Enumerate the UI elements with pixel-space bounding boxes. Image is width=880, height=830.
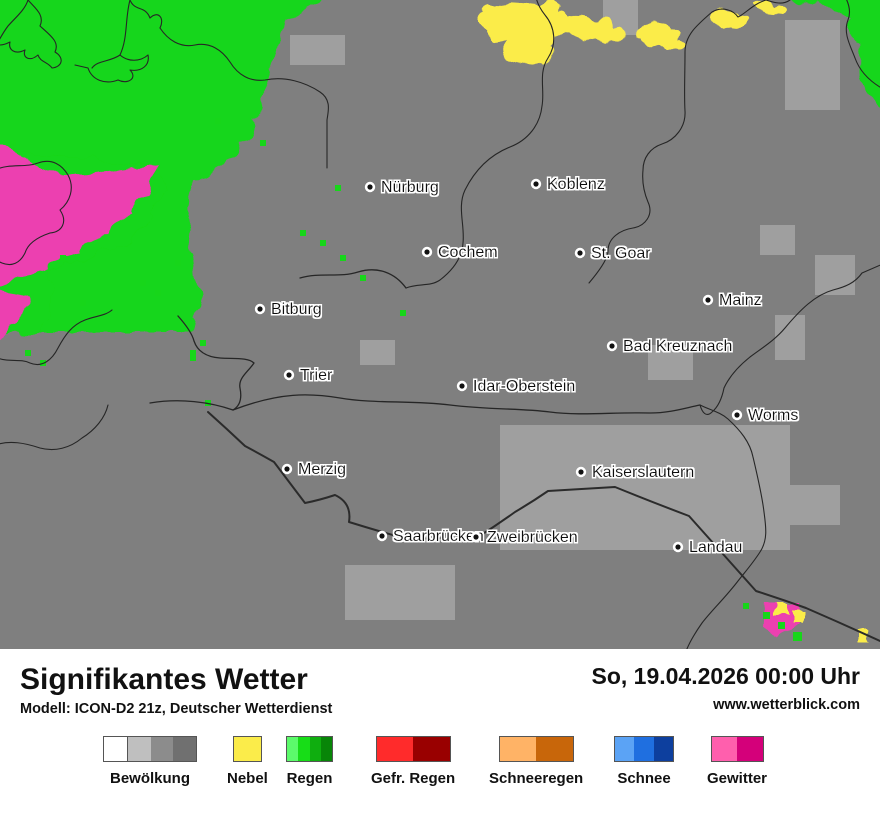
svg-text:Kaiserslautern: Kaiserslautern <box>592 464 694 481</box>
svg-text:Saarbrücken: Saarbrücken <box>393 528 484 545</box>
svg-text:Zweibrücken: Zweibrücken <box>487 529 578 546</box>
svg-text:Worms: Worms <box>748 407 798 424</box>
svg-text:Cochem: Cochem <box>438 244 498 261</box>
svg-text:Bad Kreuznach: Bad Kreuznach <box>623 338 732 355</box>
svg-text:Koblenz: Koblenz <box>547 176 605 193</box>
svg-text:Nürburg: Nürburg <box>381 179 439 196</box>
svg-text:Mainz: Mainz <box>719 292 762 309</box>
svg-text:Bitburg: Bitburg <box>271 301 322 318</box>
svg-text:Merzig: Merzig <box>298 461 346 478</box>
svg-text:Landau: Landau <box>689 539 742 556</box>
svg-text:Trier: Trier <box>300 367 333 384</box>
svg-text:Idar-Oberstein: Idar-Oberstein <box>473 378 575 395</box>
svg-text:St. Goar: St. Goar <box>591 245 651 262</box>
